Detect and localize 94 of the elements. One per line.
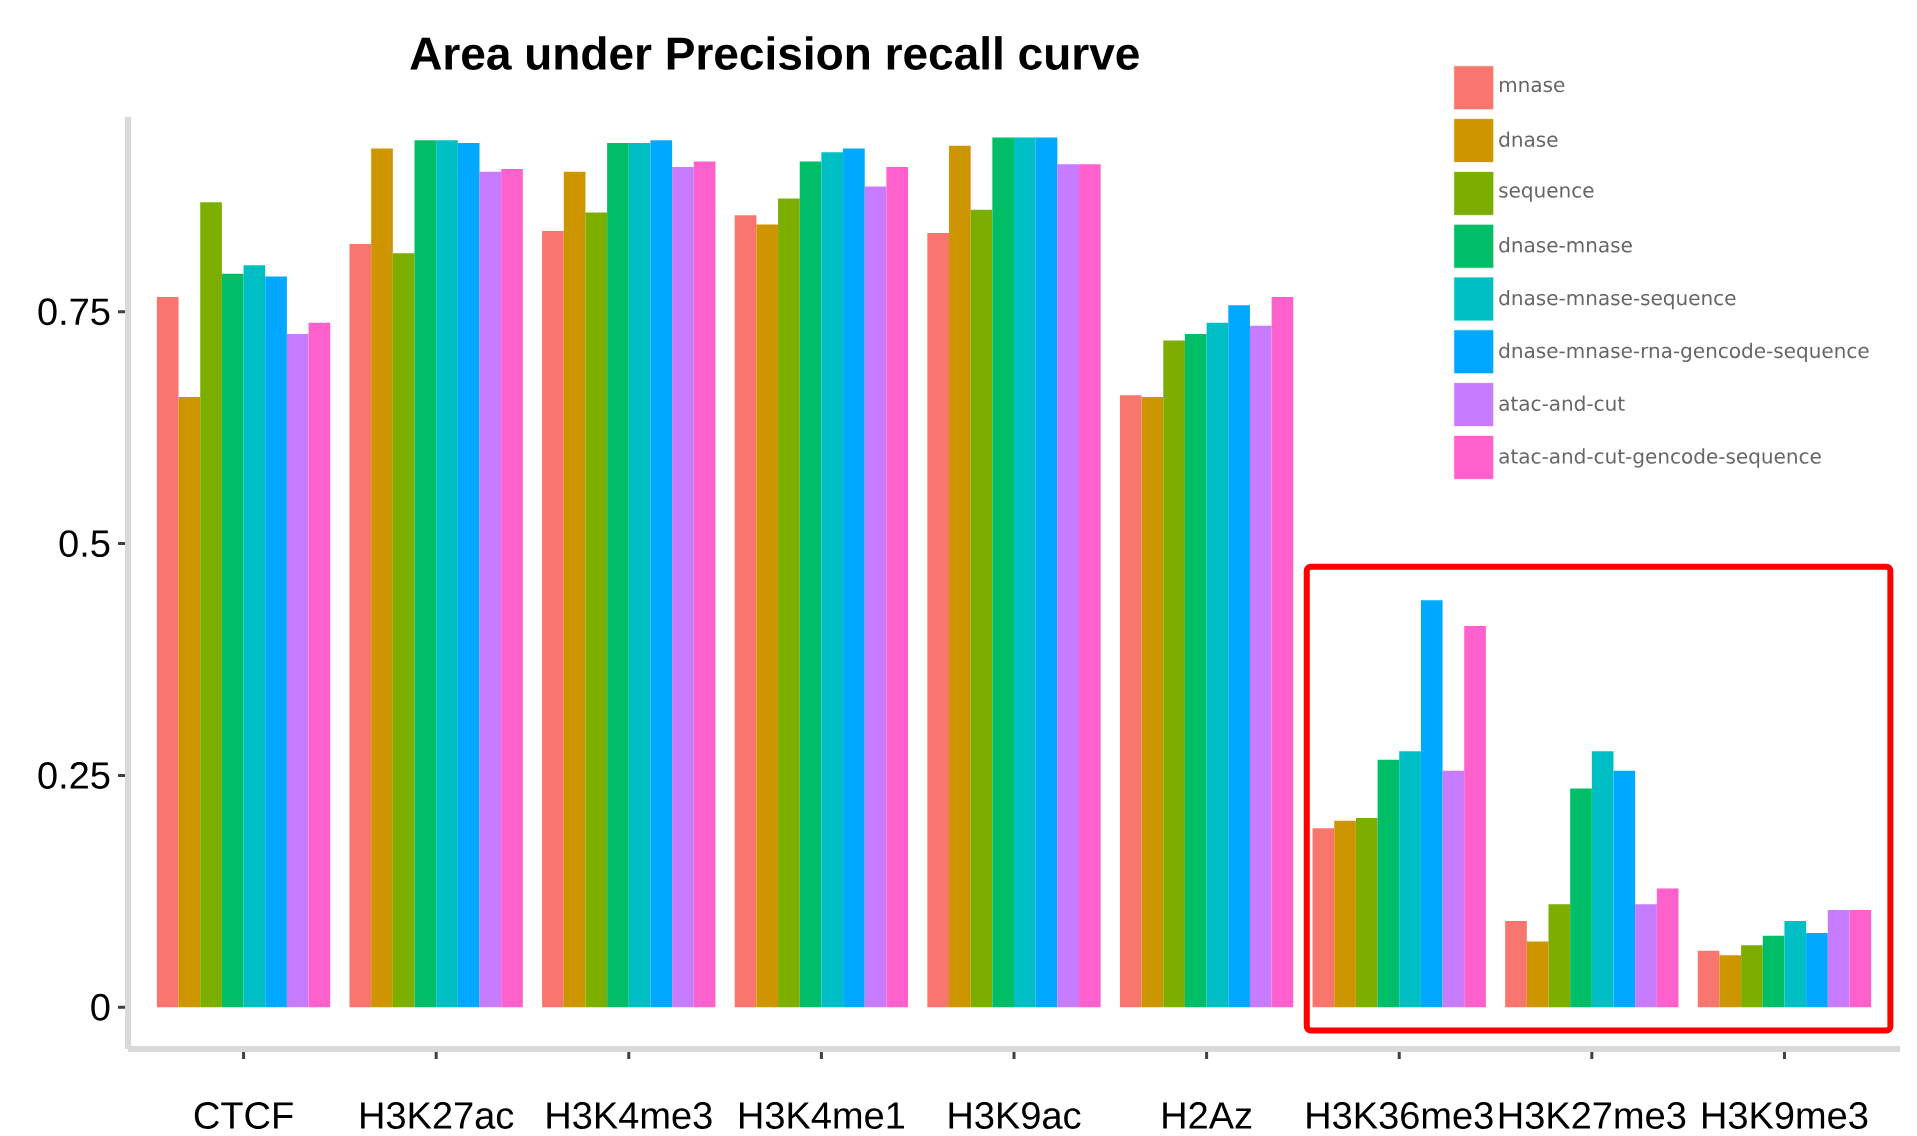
bar (799, 161, 822, 1008)
bar (501, 169, 523, 1008)
bar (1184, 334, 1207, 1008)
y-tick-label: 0.25 (38, 762, 110, 790)
bar (1228, 305, 1250, 1008)
bar (1613, 770, 1636, 1008)
bar (265, 276, 287, 1008)
bar (221, 273, 244, 1008)
bar (371, 148, 393, 1008)
legend-label: dnase-mnase (1499, 237, 1632, 253)
legend-label: mnase (1499, 80, 1565, 93)
bar (1249, 325, 1272, 1008)
bar (1548, 904, 1571, 1008)
bar (243, 265, 266, 1008)
bar (1079, 164, 1101, 1008)
legend-label: atac-and-cut-gencode-sequence (1499, 448, 1821, 468)
bar (1849, 910, 1872, 1008)
bar (821, 152, 844, 1008)
bar (843, 148, 865, 1008)
bar (1119, 395, 1142, 1008)
bar (886, 167, 909, 1008)
y-tick-label: 0 (91, 993, 110, 1021)
chart-title: Area under Precision recall curve (410, 36, 1139, 71)
x-tick-label: H3K36me3 (1307, 1102, 1493, 1130)
bar (672, 167, 694, 1008)
bar (1762, 936, 1785, 1008)
legend-label: dnase-mnase-rna-gencode-sequence (1499, 342, 1869, 363)
legend-label: sequence (1499, 186, 1594, 202)
bar (1334, 821, 1356, 1008)
x-tick-label: H3K9ac (949, 1102, 1081, 1130)
x-tick-label: H3K4me1 (740, 1102, 904, 1130)
bar (1399, 751, 1421, 1008)
bar (949, 145, 971, 1008)
bar (607, 143, 629, 1008)
bar (200, 202, 222, 1008)
bar (156, 297, 179, 1008)
bar (414, 140, 437, 1008)
bar (734, 215, 757, 1008)
x-tick-label: H3K9me3 (1703, 1102, 1868, 1130)
bar (286, 334, 309, 1008)
bar (1442, 770, 1465, 1008)
bar (1312, 828, 1335, 1008)
bar (479, 171, 502, 1008)
bar (349, 244, 372, 1008)
x-tick-label: H3K27me3 (1499, 1102, 1686, 1130)
y-tick-label: 0.75 (38, 298, 110, 326)
bar (1697, 950, 1720, 1008)
bar (178, 397, 201, 1008)
bar (992, 137, 1015, 1008)
bar (1355, 818, 1378, 1008)
bar (864, 186, 887, 1008)
bar (1656, 888, 1679, 1008)
bar (457, 143, 480, 1008)
bar (1719, 955, 1742, 1008)
bar (436, 140, 458, 1008)
bar (1057, 164, 1080, 1008)
bar (563, 171, 586, 1008)
bar (308, 323, 331, 1008)
bar (1741, 945, 1763, 1008)
bar (1591, 751, 1614, 1008)
bar (1206, 323, 1229, 1008)
bar (1035, 137, 1058, 1008)
bar (585, 212, 608, 1008)
bar (542, 231, 564, 1008)
bar (650, 140, 673, 1008)
bar (1377, 759, 1400, 1008)
bar (927, 233, 950, 1008)
bar (1827, 910, 1850, 1008)
bar (1635, 904, 1657, 1008)
bar (1505, 921, 1527, 1008)
legend-label: dnase-mnase-sequence (1499, 290, 1736, 310)
bar (1271, 297, 1294, 1008)
bar (1163, 340, 1185, 1008)
bar (628, 143, 651, 1008)
bar (778, 198, 800, 1008)
x-tick-label: CTCF (194, 1102, 293, 1130)
bar (1141, 397, 1164, 1008)
y-tick-label: 0.5 (59, 530, 110, 558)
x-tick-label: H2Az (1163, 1102, 1252, 1129)
bar (1784, 921, 1807, 1008)
bar (1464, 626, 1486, 1008)
x-tick-label: H3K4me3 (547, 1102, 712, 1130)
x-tick-label: H3K27ac (361, 1102, 514, 1130)
legend-label: dnase (1499, 131, 1558, 148)
bar (1806, 933, 1828, 1008)
bar (392, 253, 415, 1008)
bar (970, 209, 993, 1008)
bar (1014, 137, 1036, 1008)
bar (1570, 788, 1592, 1008)
bar (1526, 941, 1549, 1008)
legend-label: atac-and-cut (1499, 395, 1625, 412)
bar (693, 161, 716, 1008)
bar (1420, 600, 1443, 1008)
bar (756, 224, 779, 1008)
